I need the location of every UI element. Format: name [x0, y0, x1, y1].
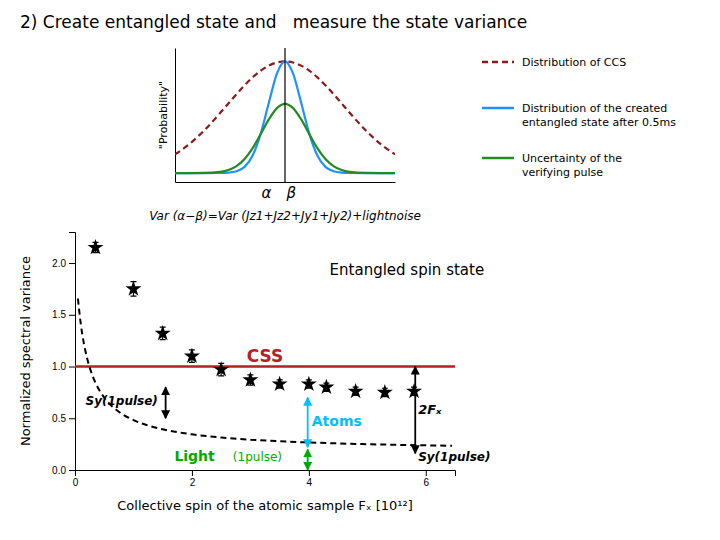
annotation: Sy(1pulse) [86, 394, 158, 408]
legend: Distribution of CCS Distribution of the c… [482, 56, 676, 179]
annotation: Light [174, 448, 215, 464]
data-point [318, 379, 334, 394]
annotations: CSS Sy(1pulse) Atoms Light (1pulse) 2Fₓ Sy(1pu… [86, 261, 491, 464]
annotation: Sy(1pulse) [418, 450, 490, 464]
tick-label: 4 [307, 477, 313, 488]
tick-mark [192, 470, 193, 476]
tick-label: 1.5 [52, 309, 66, 320]
legend-entry-line: Distribution of the created [522, 102, 667, 115]
tick: 6 [423, 470, 429, 488]
legend-entry: Uncertainty of theverifying pulse [522, 152, 622, 179]
data-point [184, 348, 200, 363]
annotation-arrow [165, 387, 167, 418]
tick-mark [426, 470, 427, 476]
legend-entry-line: entangled state after 0.5ms [522, 116, 676, 129]
inset-y-axis [175, 49, 176, 183]
annotation: 2Fₓ [418, 402, 442, 417]
tick-mark [69, 418, 75, 419]
tick-label: 0.0 [52, 465, 66, 476]
y-axis-title: Normalized spectral variance [18, 256, 33, 446]
tick-label: 2 [190, 477, 196, 488]
inset-y-axis-title: "Probability" [157, 81, 170, 149]
inset-annotation: β [286, 184, 297, 202]
tick-mark [69, 470, 75, 471]
legend-entry-line: verifying pulse [522, 166, 603, 179]
axis-line [69, 233, 76, 471]
inset-x-axis [176, 182, 396, 183]
tick-label: 0 [73, 477, 79, 488]
reference-label: CSS [247, 346, 284, 366]
tick: 0 [73, 470, 79, 488]
legend-swatch [482, 157, 514, 160]
data-point [213, 361, 229, 376]
annotation: Atoms [312, 413, 362, 429]
tick-mark [69, 367, 75, 368]
legend-entry-line: Uncertainty of the [522, 152, 622, 165]
tick: 0.0 [52, 465, 75, 476]
tick-mark [69, 315, 75, 316]
tick-label: 2.0 [52, 258, 66, 269]
tick-label: 1.0 [52, 361, 66, 372]
data-point [348, 383, 364, 398]
reference-line [75, 365, 455, 368]
data-point [406, 383, 422, 398]
legend-swatch [482, 107, 514, 110]
inset-plot-area [175, 48, 395, 182]
annotation-arrow [307, 449, 309, 470]
data-point [301, 376, 317, 391]
tick: 2 [190, 470, 196, 488]
data-point [377, 384, 393, 399]
legend-swatch [482, 61, 514, 64]
legend-entry: Distribution of CCS [522, 56, 626, 69]
x-axis-title: Collective spin of the atomic sample Fₓ … [117, 498, 413, 513]
annotation: Entangled spin state [330, 261, 485, 279]
tick-label: 0.5 [52, 413, 66, 424]
x-axis: 0 2 4 6 [73, 470, 456, 488]
legend-entry-line: Distribution of CCS [522, 56, 626, 69]
tick-label: 6 [423, 477, 429, 488]
chart: 2) Create entangled state and measure th… [0, 0, 720, 540]
axis-line [175, 49, 176, 183]
tick-mark [69, 263, 75, 264]
annotation: (1pulse) [233, 450, 282, 464]
tick-mark [309, 470, 310, 476]
data-point [155, 325, 171, 340]
tick: 1.0 [52, 361, 75, 372]
reference-line [284, 48, 285, 182]
data-point [242, 372, 258, 387]
tick: 0.5 [52, 413, 75, 424]
y-axis: 0.0 0.5 1.0 1.5 2.0 [52, 233, 75, 476]
tick: 2.0 [52, 258, 75, 269]
inset-annotation: α [262, 184, 272, 202]
annotation-arrow [307, 398, 309, 448]
data-point [87, 239, 103, 254]
legend-entry: Distribution of the createdentangled sta… [522, 102, 676, 129]
axis-line [76, 471, 456, 477]
title: 2) Create entangled state and measure th… [20, 12, 527, 32]
data-point [272, 376, 288, 391]
data-point [125, 280, 141, 295]
annotation-arrow [414, 367, 416, 454]
tick: 4 [307, 470, 313, 488]
theory-curve [78, 299, 452, 446]
axis-line [176, 182, 396, 183]
tick: 1.5 [52, 309, 75, 320]
formula: Var (α−β)=Var (Jz1+Jz2+Jy1+Jy2)+lightnoi… [149, 209, 421, 223]
